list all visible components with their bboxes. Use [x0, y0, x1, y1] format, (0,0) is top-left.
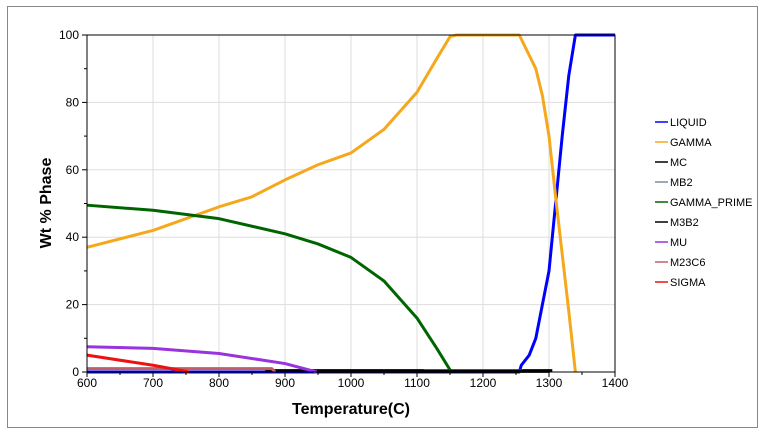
- x-tick-label: 900: [275, 376, 295, 390]
- y-tick-label: 0: [72, 365, 79, 379]
- x-tick-label: 1400: [602, 376, 629, 390]
- grid: [86, 34, 616, 373]
- series-line-gamma: [86, 33, 577, 373]
- legend-label-gamma_prime: GAMMA_PRIME: [670, 197, 753, 209]
- series-line-sigma: [86, 353, 190, 374]
- x-tick-label: 700: [143, 376, 163, 390]
- legend-label-sigma: SIGMA: [670, 277, 706, 289]
- x-tick-label: 1300: [536, 376, 563, 390]
- x-tick-label: 800: [209, 376, 229, 390]
- y-tick-label: 40: [66, 230, 80, 244]
- y-tick-label: 100: [59, 28, 79, 42]
- x-tick-label: 1100: [404, 376, 430, 390]
- series-line-liquid: [87, 33, 615, 374]
- legend-label-m23c6: M23C6: [670, 257, 705, 269]
- series-line-gamma_prime: [86, 203, 453, 373]
- legend-label-liquid: LIQUID: [670, 117, 707, 129]
- x-tick-label: 600: [77, 376, 97, 390]
- axis-ticks: 600 700 800 900 1000 1100 1200 1300 1400 0 20 40 60 8…: [59, 28, 629, 390]
- legend-label-gamma: GAMMA: [670, 137, 712, 149]
- legend-label-mu: MU: [670, 237, 687, 249]
- y-tick-label: 20: [66, 298, 80, 312]
- x-tick-label: 1200: [470, 376, 497, 390]
- x-tick-label: 1000: [338, 376, 365, 390]
- series-line-mu: [86, 345, 318, 374]
- y-axis-label: Wt % Phase: [38, 158, 55, 249]
- legend-label-mc: MC: [670, 157, 687, 169]
- series-line-m23c6: [87, 367, 277, 374]
- legend: LIQUID GAMMA MC MB2 GAMMA_PRIME M3B2 MU M23C6 SI…: [655, 117, 753, 289]
- y-tick-label: 80: [66, 95, 80, 109]
- series-lines: [86, 33, 615, 374]
- y-tick-label: 60: [66, 163, 80, 177]
- legend-label-mb2: MB2: [670, 177, 693, 189]
- legend-label-m3b2: M3B2: [670, 217, 699, 229]
- x-axis-label: Temperature(C): [292, 401, 410, 418]
- chart-frame: [7, 6, 758, 428]
